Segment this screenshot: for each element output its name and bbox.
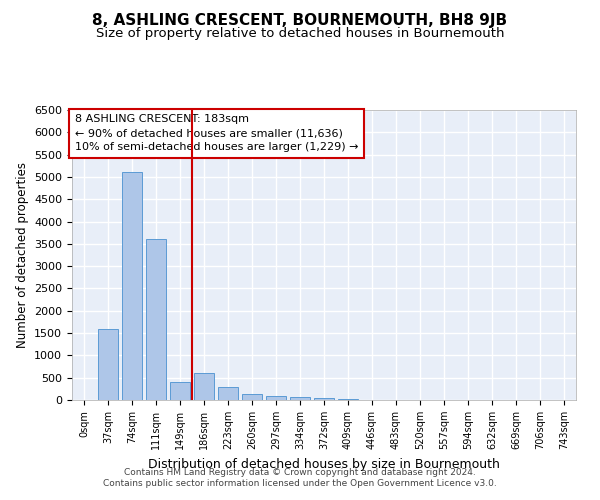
- Bar: [266, 396, 286, 400]
- Bar: [338, 398, 358, 400]
- Bar: [146, 240, 166, 400]
- Text: Contains HM Land Registry data © Crown copyright and database right 2024.
Contai: Contains HM Land Registry data © Crown c…: [103, 468, 497, 487]
- Bar: [98, 328, 118, 400]
- Bar: [314, 398, 334, 400]
- Bar: [242, 394, 262, 400]
- Bar: [170, 382, 190, 400]
- Text: 8, ASHLING CRESCENT, BOURNEMOUTH, BH8 9JB: 8, ASHLING CRESCENT, BOURNEMOUTH, BH8 9J…: [92, 12, 508, 28]
- Text: 8 ASHLING CRESCENT: 183sqm
← 90% of detached houses are smaller (11,636)
10% of : 8 ASHLING CRESCENT: 183sqm ← 90% of deta…: [74, 114, 358, 152]
- Bar: [194, 373, 214, 400]
- Y-axis label: Number of detached properties: Number of detached properties: [16, 162, 29, 348]
- X-axis label: Distribution of detached houses by size in Bournemouth: Distribution of detached houses by size …: [148, 458, 500, 470]
- Bar: [290, 396, 310, 400]
- Bar: [122, 172, 142, 400]
- Text: Size of property relative to detached houses in Bournemouth: Size of property relative to detached ho…: [96, 28, 504, 40]
- Bar: [218, 387, 238, 400]
